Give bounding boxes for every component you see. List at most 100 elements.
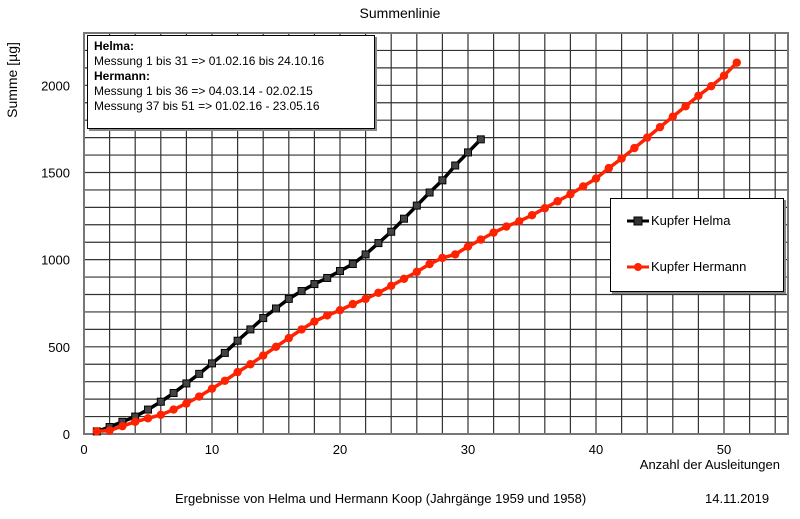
- y-tick-label: 1000: [41, 253, 70, 268]
- chart-title: Summenlinie: [359, 5, 441, 21]
- footer-date: 14.11.2019: [705, 491, 770, 506]
- y-tick-label: 0: [63, 427, 70, 442]
- data-point-hermann: [540, 204, 549, 213]
- info-hermann-line2: Messung 37 bis 51 => 01.02.16 - 23.05.16: [94, 99, 320, 113]
- data-point-hermann: [182, 399, 191, 408]
- info-helma-line: Messung 1 bis 31 => 01.02.16 bis 24.10.1…: [94, 54, 325, 68]
- data-point-hermann: [310, 317, 319, 326]
- data-point-helma: [220, 348, 229, 357]
- x-tick-label: 20: [333, 442, 347, 457]
- data-point-hermann: [118, 421, 127, 431]
- data-point-hermann: [284, 333, 293, 343]
- x-tick-label: 30: [461, 442, 475, 457]
- data-point-hermann: [259, 351, 268, 360]
- data-point-hermann: [694, 91, 703, 100]
- data-point-hermann: [335, 306, 345, 315]
- legend: Kupfer Helma Kupfer Hermann: [610, 198, 784, 292]
- data-point-hermann: [246, 360, 255, 369]
- data-point-hermann: [374, 288, 383, 297]
- x-tick-label: 10: [205, 442, 219, 457]
- x-tick-label: 40: [589, 442, 603, 457]
- data-point-hermann: [207, 384, 217, 393]
- x-tick-label: 0: [80, 442, 87, 457]
- data-point-helma: [464, 148, 472, 157]
- data-point-hermann: [156, 410, 165, 420]
- data-point-helma: [297, 287, 306, 296]
- data-point-helma: [310, 280, 319, 289]
- data-point-hermann: [233, 367, 242, 377]
- data-point-helma: [374, 239, 383, 248]
- data-point-hermann: [463, 242, 473, 251]
- legend-label: Kupfer Helma: [651, 213, 731, 228]
- data-point-hermann: [617, 154, 626, 163]
- data-point-hermann: [489, 228, 498, 237]
- data-point-helma: [323, 273, 332, 282]
- plot-border: [83, 32, 789, 435]
- data-point-helma: [259, 314, 268, 323]
- data-point-helma: [144, 405, 152, 414]
- data-point-hermann: [707, 81, 716, 91]
- x-axis-label: Anzahl der Ausleitungen: [639, 457, 780, 472]
- data-point-hermann: [719, 71, 729, 80]
- data-point-hermann: [169, 405, 178, 414]
- y-tick-label: 500: [48, 340, 70, 355]
- data-point-helma: [387, 227, 396, 236]
- data-point-helma: [336, 266, 344, 275]
- data-point-hermann: [399, 274, 409, 284]
- data-point-helma: [169, 389, 178, 398]
- legend-item-hermann: Kupfer Hermann: [627, 259, 746, 274]
- data-point-helma: [451, 161, 460, 170]
- info-hermann-heading: Hermann:: [94, 69, 151, 83]
- legend-item-helma: Kupfer Helma: [627, 213, 730, 228]
- y-tick-label: 1500: [41, 165, 70, 180]
- legend-circle-marker-icon: [627, 262, 649, 271]
- data-point-hermann: [451, 250, 460, 259]
- data-point-hermann: [681, 102, 690, 111]
- data-point-hermann: [195, 392, 204, 401]
- data-point-hermann: [220, 376, 229, 386]
- data-point-helma: [195, 369, 204, 378]
- data-point-hermann: [476, 235, 485, 244]
- data-point-hermann: [502, 222, 511, 231]
- data-point-helma: [246, 325, 255, 334]
- legend-square-marker-icon: [627, 216, 649, 225]
- data-point-helma: [208, 359, 216, 368]
- data-point-helma: [272, 304, 280, 313]
- x-tick-label: 50: [717, 442, 731, 457]
- info-box: Helma: Messung 1 bis 31 => 01.02.16 bis …: [87, 35, 375, 129]
- data-point-helma: [438, 176, 447, 185]
- data-point-hermann: [412, 267, 421, 277]
- data-point-hermann: [323, 311, 332, 320]
- data-point-hermann: [387, 281, 396, 291]
- data-point-hermann: [425, 259, 434, 269]
- data-point-hermann: [643, 133, 652, 142]
- data-point-hermann: [668, 112, 677, 121]
- footer-text: Ergebnisse von Helma und Hermann Koop (J…: [175, 491, 587, 506]
- data-point-helma: [425, 188, 434, 197]
- y-axis-label: Summe [µg]: [4, 42, 20, 118]
- data-point-hermann: [630, 143, 639, 153]
- data-point-helma: [156, 397, 165, 406]
- data-point-hermann: [361, 294, 370, 304]
- data-point-hermann: [591, 174, 601, 183]
- data-point-helma: [182, 379, 191, 388]
- data-point-hermann: [131, 417, 140, 426]
- data-point-hermann: [438, 253, 447, 263]
- legend-label: Kupfer Hermann: [651, 259, 747, 274]
- data-point-hermann: [553, 197, 562, 206]
- info-hermann-line1: Messung 1 bis 36 => 04.03.14 - 02.02.15: [94, 84, 313, 98]
- data-point-helma: [361, 250, 370, 259]
- data-point-hermann: [92, 427, 102, 436]
- data-point-hermann: [271, 342, 281, 352]
- data-point-helma: [400, 214, 408, 223]
- data-point-hermann: [527, 210, 537, 220]
- data-point-hermann: [655, 122, 665, 132]
- data-point-hermann: [143, 414, 153, 423]
- data-point-hermann: [579, 182, 588, 191]
- data-point-hermann: [297, 325, 306, 334]
- data-point-hermann: [515, 217, 524, 226]
- data-point-helma: [476, 135, 485, 144]
- data-point-hermann: [604, 163, 613, 173]
- data-point-helma: [348, 260, 357, 269]
- data-point-hermann: [566, 190, 575, 199]
